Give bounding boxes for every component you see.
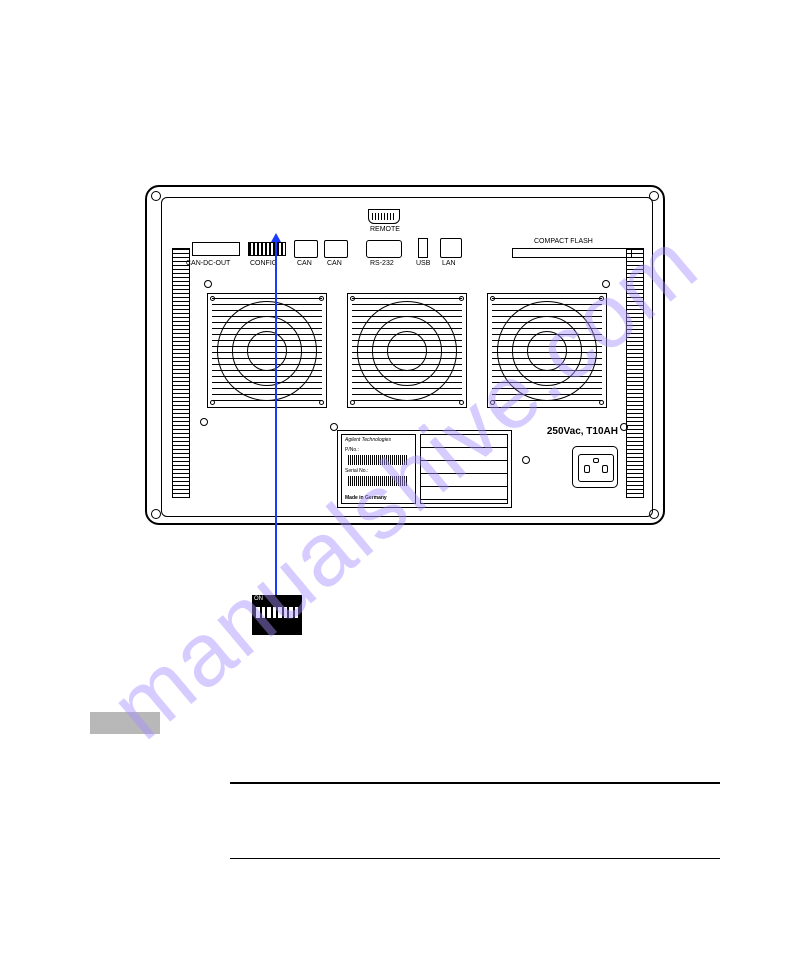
- can2-label: CAN: [327, 260, 342, 267]
- panel-screw: [200, 418, 208, 426]
- fan-screw: [319, 296, 324, 301]
- fan-screw: [599, 296, 604, 301]
- panel-screw: [602, 280, 610, 288]
- fan-screw: [319, 400, 324, 405]
- can1-port: [294, 240, 318, 258]
- fan-screw: [599, 400, 604, 405]
- lan-label: LAN: [442, 260, 456, 267]
- dip-on-label: ON: [254, 596, 263, 602]
- fan-screw: [350, 296, 355, 301]
- serial-label: Serial No.:: [345, 468, 368, 474]
- rule-top: [230, 782, 720, 784]
- dip-sw: [256, 607, 260, 629]
- rs232-port: [366, 240, 402, 258]
- vent-slots-left: [172, 248, 188, 496]
- rule-bottom: [230, 858, 720, 859]
- corner-hole: [151, 509, 161, 519]
- ports-row: CAN-DC-OUT CONFIG CAN CAN REMOTE RS-232: [192, 230, 652, 280]
- rs232-label: RS-232: [370, 260, 394, 267]
- dip-sw: [295, 607, 299, 629]
- brand-text: Agilent Technologies: [345, 437, 391, 443]
- fan-ring: [387, 331, 427, 371]
- fan-screw: [350, 400, 355, 405]
- page: manualshive.com CAN-DC-OUT CONFIG: [0, 0, 810, 972]
- rear-panel-diagram: CAN-DC-OUT CONFIG CAN CAN REMOTE RS-232: [145, 185, 665, 555]
- chassis-outline: CAN-DC-OUT CONFIG CAN CAN REMOTE RS-232: [145, 185, 665, 525]
- fan-screw: [459, 296, 464, 301]
- power-socket: [578, 454, 614, 482]
- fan-3: [487, 293, 607, 408]
- barcode-1: [348, 455, 408, 465]
- panel-inner: CAN-DC-OUT CONFIG CAN CAN REMOTE RS-232: [161, 197, 653, 517]
- fan-screw: [210, 400, 215, 405]
- ground-pin: [593, 458, 599, 463]
- dip-switch-detail: ON: [252, 595, 302, 635]
- can1-label: CAN: [297, 260, 312, 267]
- panel-screw: [522, 456, 530, 464]
- usb-port: [418, 238, 428, 258]
- compact-flash-label: COMPACT FLASH: [534, 238, 593, 245]
- usb-label: USB: [416, 260, 430, 267]
- power-inlet: [572, 446, 618, 488]
- corner-hole: [151, 191, 161, 201]
- power-rating: 250Vac, T10AH: [547, 426, 618, 437]
- panel-screw: [620, 423, 628, 431]
- fan-screw: [490, 296, 495, 301]
- compact-flash-slot: [512, 248, 632, 258]
- barcode-2: [348, 476, 408, 486]
- fan-screw: [210, 296, 215, 301]
- dip-sw: [262, 607, 266, 629]
- callout-arrow-line: [275, 237, 277, 597]
- fan-1: [207, 293, 327, 408]
- power-pin: [584, 465, 590, 473]
- vent-slots-right: [626, 248, 642, 496]
- can2-port: [324, 240, 348, 258]
- fan-screw: [459, 400, 464, 405]
- note-bar: [90, 712, 160, 734]
- config-label: CONFIG: [250, 260, 277, 267]
- fan-ring: [527, 331, 567, 371]
- power-pin: [602, 465, 608, 473]
- made-in-text: Made in Germany: [345, 495, 387, 501]
- panel-screw: [204, 280, 212, 288]
- fan-2: [347, 293, 467, 408]
- label-plate-right: [420, 434, 508, 504]
- can-dc-out-label: CAN-DC-OUT: [186, 260, 230, 267]
- dip-sw: [284, 607, 288, 629]
- remote-connector: [368, 209, 400, 224]
- config-switch-port: [248, 242, 286, 256]
- panel-screw: [330, 423, 338, 431]
- remote-label: REMOTE: [370, 226, 400, 233]
- label-plate: Agilent Technologies P/No.: Serial No.: …: [337, 430, 512, 508]
- can-dc-out-port: [192, 242, 240, 256]
- fan-ring: [247, 331, 287, 371]
- dip-sw: [273, 607, 277, 629]
- pn-label: P/No.:: [345, 447, 359, 453]
- dip-sw: [278, 607, 282, 629]
- dip-sw: [289, 607, 293, 629]
- label-plate-left: Agilent Technologies P/No.: Serial No.: …: [341, 434, 416, 504]
- fan-screw: [490, 400, 495, 405]
- lan-port: [440, 238, 462, 258]
- dip-switches-row: [256, 607, 298, 629]
- dip-sw: [267, 607, 271, 629]
